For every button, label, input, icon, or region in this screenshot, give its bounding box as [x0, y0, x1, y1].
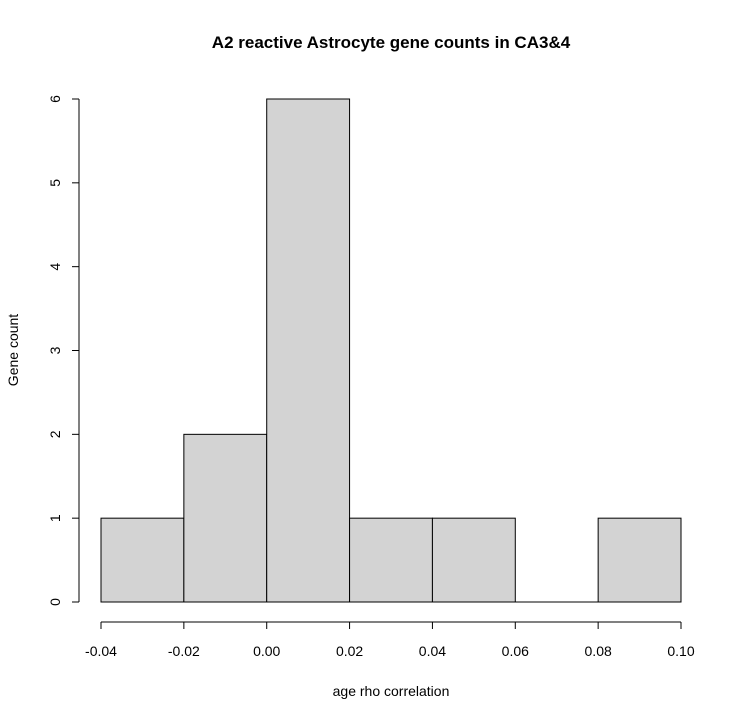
- histogram-bar-0: [100, 517, 185, 603]
- chart-title: A2 reactive Astrocyte gene counts in CA3…: [212, 33, 571, 52]
- y-axis-label: Gene count: [5, 314, 21, 386]
- y-tick-label-0: 0: [47, 598, 63, 606]
- x-tick-label-4: 0.04: [419, 643, 446, 659]
- x-tick-label-1: -0.02: [168, 643, 200, 659]
- bars-group: [100, 98, 682, 603]
- histogram-bar-6: [597, 517, 682, 603]
- y-tick-label-4: 4: [47, 263, 63, 271]
- x-axis-label: age rho correlation: [333, 683, 450, 699]
- histogram-bar-2: [266, 98, 351, 603]
- x-tick-label-2: 0.00: [253, 643, 280, 659]
- histogram-bar-4: [431, 517, 516, 603]
- x-tick-label-7: 0.10: [667, 643, 694, 659]
- histogram-bar-3: [349, 517, 433, 603]
- x-tick-label-3: 0.02: [336, 643, 363, 659]
- x-axis: -0.04 -0.02 0.00 0.02 0.04 0.06 0.08 0.10: [85, 621, 695, 659]
- y-axis: 0 1 2 3 4 5 6: [47, 95, 80, 606]
- y-tick-label-1: 1: [47, 514, 63, 522]
- x-tick-label-6: 0.08: [585, 643, 612, 659]
- y-tick-label-2: 2: [47, 430, 63, 438]
- y-tick-label-6: 6: [47, 95, 63, 103]
- histogram-bar-1: [183, 433, 268, 603]
- y-tick-label-5: 5: [47, 179, 63, 187]
- x-tick-label-0: -0.04: [85, 643, 117, 659]
- x-tick-label-5: 0.06: [502, 643, 529, 659]
- y-tick-label-3: 3: [47, 346, 63, 354]
